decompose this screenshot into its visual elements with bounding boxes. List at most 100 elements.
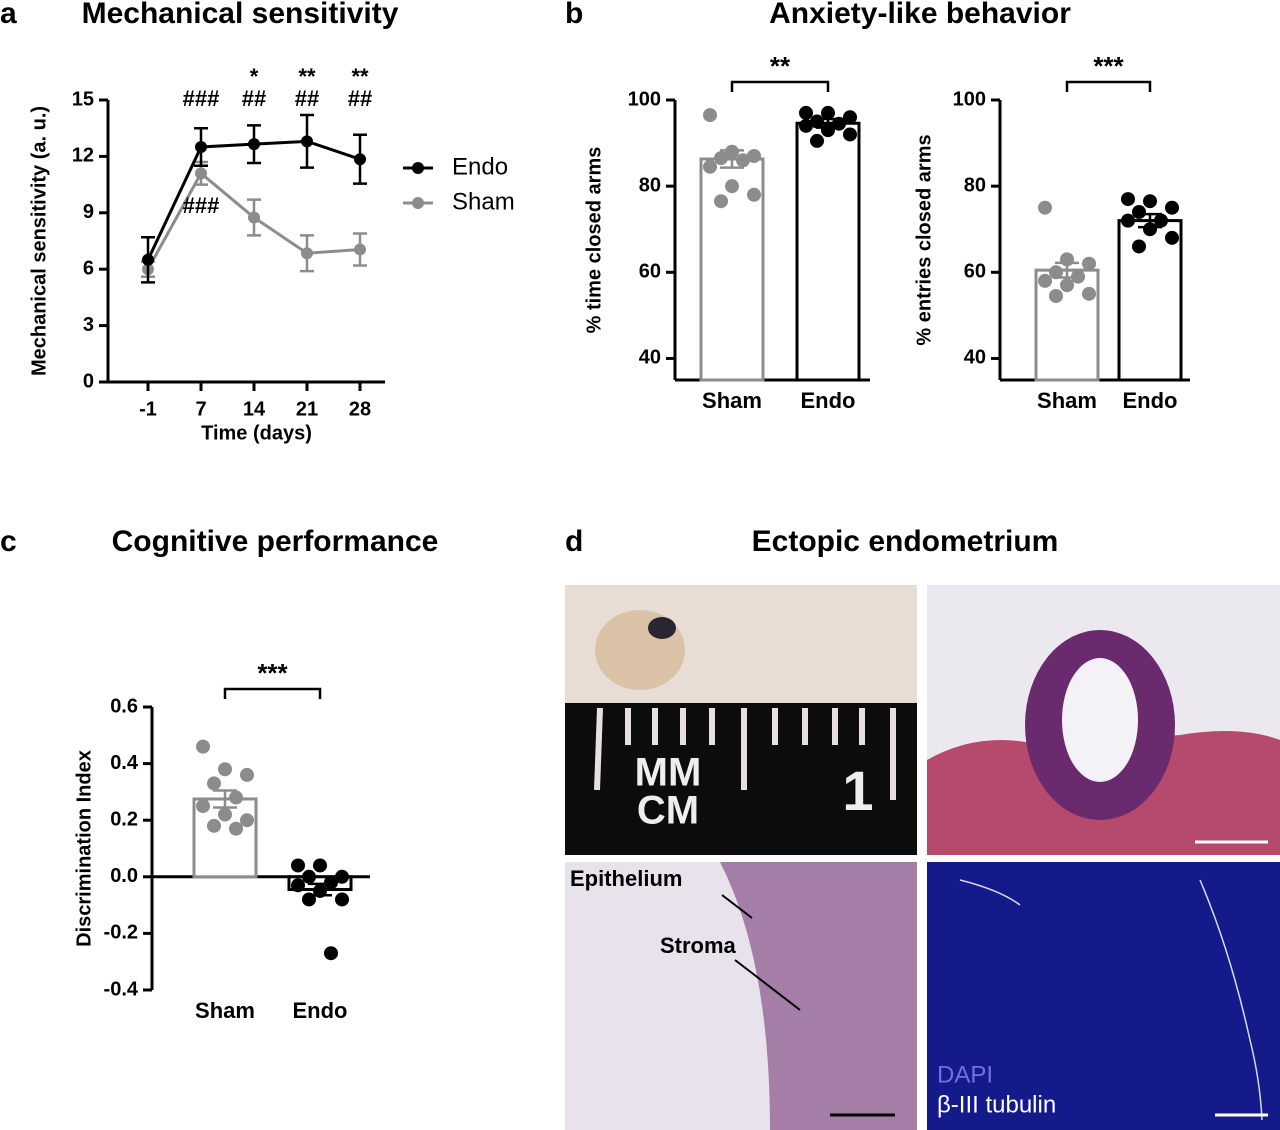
x-tick-label: Sham — [1037, 388, 1097, 413]
data-point — [736, 153, 750, 168]
x-tick-label: Endo — [1123, 388, 1178, 413]
data-point — [1082, 286, 1096, 301]
data-point — [313, 858, 327, 873]
point — [195, 167, 207, 180]
y-tick-label: 60 — [639, 261, 661, 283]
x-tick-label: Sham — [195, 998, 255, 1023]
point — [195, 141, 207, 153]
data-point — [196, 799, 210, 814]
error-bar — [298, 882, 342, 897]
panel-label: a — [0, 0, 17, 30]
point — [354, 243, 366, 256]
data-point — [703, 108, 717, 123]
significance: *** — [1093, 51, 1124, 81]
data-point — [810, 133, 824, 148]
data-point — [1038, 200, 1052, 215]
image-epithelium: Epithelium Stroma — [565, 862, 917, 1130]
data-point — [821, 105, 835, 120]
data-point — [1143, 194, 1157, 209]
y-tick-label: 100 — [953, 88, 986, 110]
panel-label: b — [565, 0, 583, 30]
significance-bracket — [730, 80, 830, 92]
y-tick-label: 3 — [83, 314, 94, 336]
data-point — [1132, 239, 1146, 254]
x-tick-label: 21 — [296, 398, 318, 420]
significance: ** — [770, 51, 791, 81]
x-axis-label: Time (days) — [201, 422, 312, 444]
point — [248, 211, 260, 224]
image-label: Stroma — [660, 933, 737, 958]
data-point — [1132, 205, 1146, 219]
y-axis-label: % time closed arms — [583, 147, 605, 334]
data-point — [714, 194, 728, 209]
data-point — [703, 159, 717, 174]
legend-marker — [412, 162, 424, 174]
error-bar — [203, 789, 247, 809]
y-tick-label: 60 — [964, 261, 986, 283]
data-point — [324, 875, 338, 890]
y-tick-label: 0.2 — [110, 808, 138, 830]
y-tick-label: 0.6 — [110, 695, 138, 717]
data-point — [1165, 200, 1179, 215]
data-point — [218, 807, 232, 822]
x-tick-label: 7 — [195, 398, 206, 420]
image-histology — [927, 585, 1280, 855]
data-point — [799, 118, 813, 133]
legend-label: Endo — [452, 153, 508, 180]
y-tick-label: 0 — [83, 370, 94, 392]
data-point — [291, 858, 305, 873]
data-point — [196, 739, 210, 754]
data-point — [747, 187, 761, 202]
point — [301, 135, 313, 148]
significance: ** — [351, 64, 369, 89]
image-label: Epithelium — [570, 866, 682, 891]
point — [142, 253, 154, 266]
data-point — [240, 767, 254, 782]
data-point — [302, 869, 316, 884]
significance-bracket — [223, 687, 322, 699]
significance: ### — [183, 193, 220, 218]
significance: *** — [257, 658, 288, 688]
data-point — [799, 105, 813, 120]
error-bar — [806, 117, 850, 129]
x-tick-label: -1 — [139, 398, 157, 420]
data-point — [1082, 256, 1096, 271]
point — [354, 153, 366, 166]
panel-label: d — [565, 525, 583, 558]
image-photo: MM CM 1 — [565, 585, 917, 855]
legend-marker — [412, 197, 424, 209]
data-point — [843, 110, 857, 125]
significance: * — [250, 64, 259, 89]
error-bar — [710, 149, 754, 169]
photo-text: 1 — [842, 759, 873, 822]
significance-bracket — [1065, 80, 1152, 92]
chart-title: Mechanical sensitivity — [82, 0, 399, 30]
legend-label: Sham — [452, 188, 515, 215]
y-tick-label: 0.4 — [110, 752, 139, 774]
data-point — [324, 946, 338, 961]
y-tick-label: 15 — [72, 88, 94, 110]
y-tick-label: 12 — [72, 145, 94, 167]
data-point — [218, 762, 232, 777]
data-point — [1049, 289, 1063, 303]
data-point — [1143, 222, 1157, 237]
y-tick-label: 80 — [639, 174, 661, 196]
error-bar — [1045, 261, 1089, 279]
significance: ## — [242, 86, 266, 111]
x-tick-label: 14 — [243, 398, 266, 420]
photo-text: MM — [635, 751, 702, 795]
y-axis-label: % entries closed arms — [913, 134, 935, 345]
y-axis-label: Mechanical sensitivity (a. u.) — [28, 106, 50, 376]
data-point — [229, 821, 243, 836]
y-tick-label: 80 — [964, 174, 986, 196]
panel-label: c — [0, 525, 17, 558]
data-point — [335, 869, 349, 884]
data-point — [229, 790, 243, 805]
data-point — [1121, 192, 1135, 207]
y-tick-label: 9 — [83, 201, 94, 223]
significance: ### — [183, 86, 220, 111]
significance: ## — [295, 86, 319, 111]
y-tick-label: -0.4 — [104, 978, 139, 1000]
y-tick-label: 6 — [83, 257, 94, 279]
